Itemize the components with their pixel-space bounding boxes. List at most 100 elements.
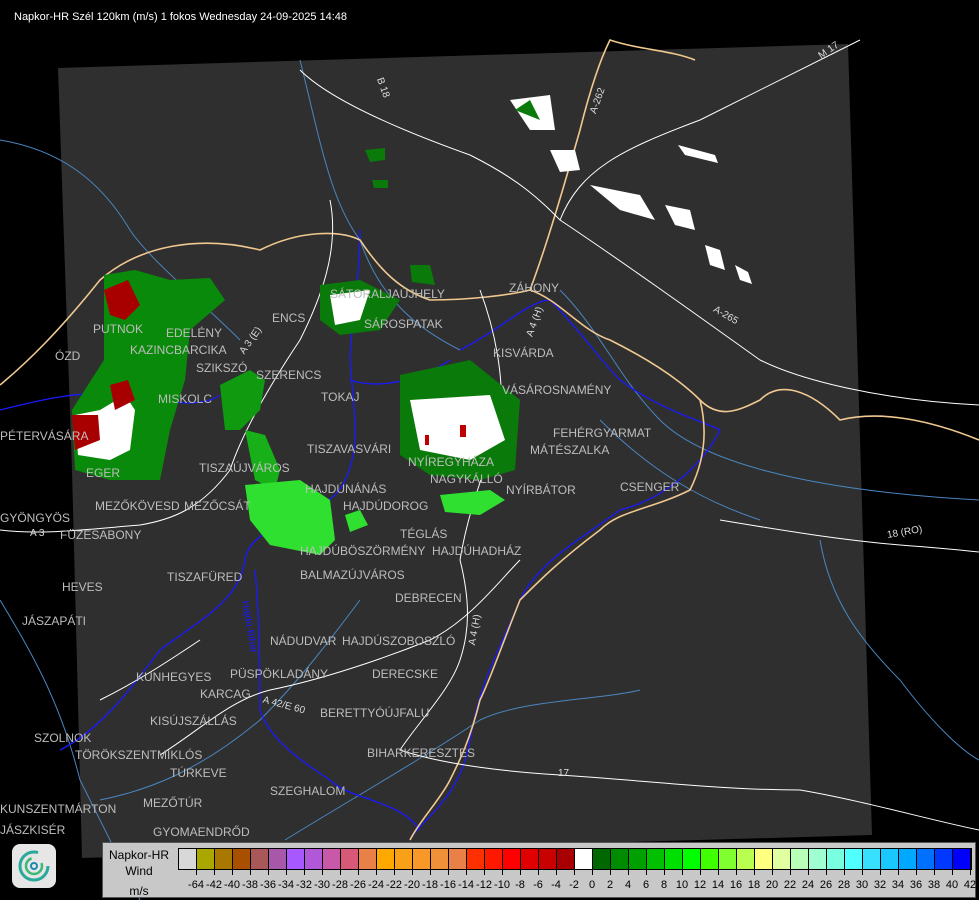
legend-tick [934,869,935,875]
town-label: ZÁHONY [509,281,560,295]
town-label: EGER [86,466,121,480]
legend-tick-label: 38 [927,879,941,891]
town-label: KAZINCBARCIKA [130,343,227,357]
legend-swatch [737,849,755,869]
town-label: TISZAVASVÁRI [307,442,392,456]
town-label: HEVES [62,580,103,594]
legend-tick [538,869,539,875]
legend-tick-label: 0 [588,879,596,891]
legend-tick-label: 12 [693,879,707,891]
legend-swatch [575,849,593,869]
legend-swatch [809,849,827,869]
legend-swatch [539,849,557,869]
legend-swatch [611,849,629,869]
legend-tick-label: -22 [386,879,402,891]
legend-tick [682,869,683,875]
legend-tick [340,869,341,875]
town-label: DERECSKE [372,667,439,681]
legend-tick-label: -34 [278,879,294,891]
town-label: KISVÁRDA [493,346,554,360]
legend-tick [970,869,971,875]
town-label: HAJDÚNÁNÁS [305,482,387,496]
legend-swatch [935,849,953,869]
town-label: PUTNOK [93,322,144,336]
legend-tick-label: -42 [206,879,222,891]
town-label: HAJDÚSZOBOSZLÓ [342,634,456,648]
legend-tick [862,869,863,875]
town-label: HAJDÚBÖSZÖRMÉNY [300,544,426,558]
legend-swatch [593,849,611,869]
legend-tick [898,869,899,875]
map-title: Napkor-HR Szél 120km (m/s) 1 fokos Wedne… [14,11,348,23]
legend-tick-label: 2 [606,879,614,891]
legend-swatch [629,849,647,869]
town-label: JÁSZKISÉR [0,823,66,837]
town-label: SZIKSZÓ [196,361,248,375]
town-label: KUNHEGYES [136,670,212,684]
legend-tick [844,869,845,875]
town-label: FÜZESABONY [60,528,142,542]
legend-swatch [431,849,449,869]
legend-tick [232,869,233,875]
legend-swatch [647,849,665,869]
legend-tick-label: -24 [368,879,384,891]
legend-swatch [521,849,539,869]
town-label: MEZŐCSÁT [184,499,251,513]
town-label: BALMAZÚJVÁROS [300,568,405,582]
town-label: KUNSZENTMÁRTON [0,802,117,816]
town-label: NAGYKÁLLÓ [430,472,503,486]
town-label: SÁROSPATAK [364,317,443,331]
legend-tick [250,869,251,875]
legend-swatch [251,849,269,869]
town-label: HAJDÚHADHÁZ [432,544,522,558]
legend-swatch [773,849,791,869]
town-label: TOKAJ [321,390,360,404]
legend-tick [466,869,467,875]
town-label: VÁSÁROSNAMÉNY [502,383,612,397]
town-label: EDELÉNY [166,326,223,340]
legend-tick-label: 14 [711,879,725,891]
legend-tick [304,869,305,875]
legend-tick-label: 26 [819,879,833,891]
legend-tick [718,869,719,875]
legend-tick-label: -4 [551,879,561,891]
legend-swatch [413,849,431,869]
legend-tick [322,869,323,875]
town-label: TISZAÚJVÁROS [199,461,290,475]
legend-swatch [953,849,971,869]
legend-tick [268,869,269,875]
legend-tick-label: -16 [440,879,456,891]
legend-tick-label: 42 [963,879,977,891]
legend-ticks: -64 -42 -40 -38 -36 -34 -32 -30 -28 -26 -24 -22 -20-… [178,869,978,899]
legend-tick-label: 4 [624,879,632,891]
legend-tick-label: 30 [855,879,869,891]
legend-swatch [503,849,521,869]
legend-tick-label: -14 [458,879,474,891]
legend-tick [502,869,503,875]
legend-swatch [395,849,413,869]
legend-tick [628,869,629,875]
town-label: TÖRÖKSZENTMIKLÓS [75,748,203,762]
legend-tick-label: -30 [314,879,330,891]
town-label: NYÍRBÁTOR [506,483,576,497]
legend-swatch-nodata [179,849,197,869]
town-label: FEHÉRGYARMAT [553,426,652,440]
legend-swatches [178,848,972,870]
legend-swatch [467,849,485,869]
legend-tick [916,869,917,875]
legend-tick [808,869,809,875]
legend-tick [214,869,215,875]
legend-tick [736,869,737,875]
town-label: KARCAG [200,687,251,701]
legend-tick [880,869,881,875]
legend-tick [448,869,449,875]
town-label: SZOLNOK [34,731,92,745]
legend-tick-label: -32 [296,879,312,891]
legend-swatch [557,849,575,869]
legend-tick-label: 6 [642,879,650,891]
legend-tick [610,869,611,875]
town-label: PÜSPÖKLADÁNY [230,667,329,681]
legend-tick-label: -12 [476,879,492,891]
legend-tick-label: -18 [422,879,438,891]
